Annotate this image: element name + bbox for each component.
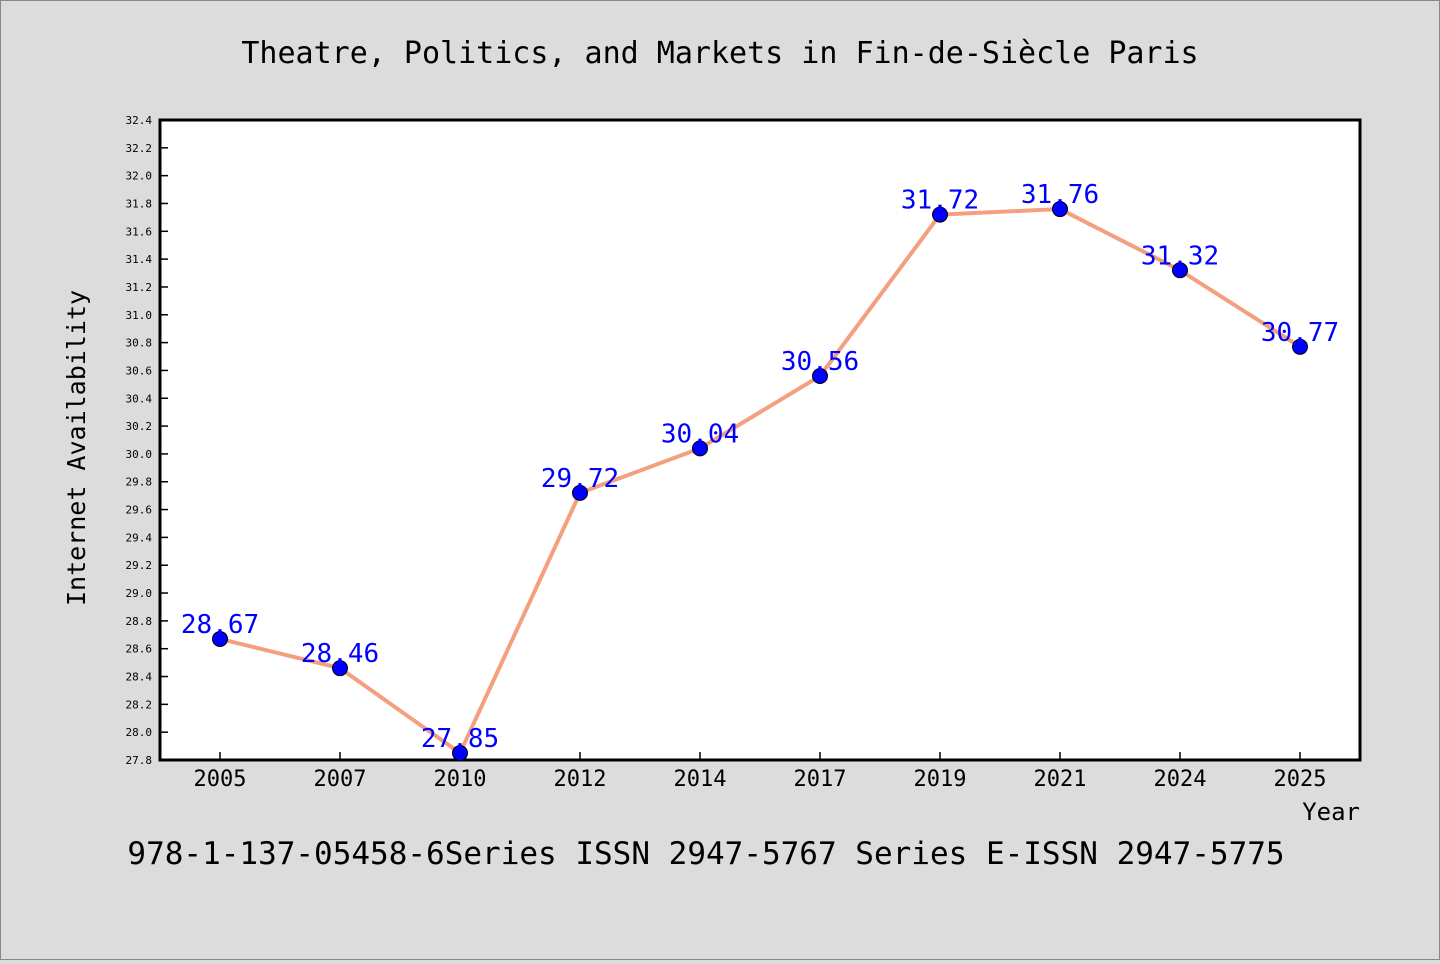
y-tick-label: 28.6 [126,643,153,656]
footer-text: 978-1-137-05458-6Series ISSN 2947-5767 S… [127,836,1284,872]
y-axis: 27.8 28.0 28.2 28.4 28.6 28.8 29.0 29.2 29.4 29.6… [126,114,168,767]
data-label: 30.04 [661,419,739,449]
data-point [1292,338,1308,355]
y-tick-label: 29.0 [126,587,153,600]
data-label: 31.76 [1021,180,1099,210]
y-tick-label: 30.2 [126,420,153,433]
data-point [572,484,588,501]
y-tick-label: 32.2 [126,142,153,155]
data-label: 28.67 [181,610,259,640]
y-tick-label: 30.6 [126,364,153,377]
data-point [452,745,468,762]
data-point [1052,201,1068,218]
x-tick-label: 2024 [1154,767,1207,792]
x-tick-label: 2007 [314,767,367,792]
y-tick-label: 29.8 [126,476,153,489]
data-label: 27.85 [421,724,499,754]
y-tick-label: 29.4 [126,531,153,544]
y-tick-label: 30.0 [126,448,153,461]
data-point [1172,262,1188,279]
y-tick-label: 31.6 [126,225,153,238]
data-point [212,630,228,647]
y-tick-label: 30.8 [126,337,153,350]
x-tick-label: 2019 [914,767,967,792]
x-tick-label: 2010 [434,767,487,792]
y-tick-label: 31.4 [126,253,153,266]
y-axis-label: Internet Availability [62,290,91,606]
y-tick-label: 30.4 [126,392,153,405]
data-point [932,206,948,223]
chart-title: Theatre, Politics, and Markets in Fin-de… [241,36,1198,71]
data-point [332,660,348,677]
series-line [219,207,1302,756]
data-label: 28.46 [301,639,379,669]
data-label: 29.72 [541,464,619,494]
y-tick-label: 28.4 [126,671,153,684]
data-point [812,368,828,384]
y-tick-label: 27.8 [126,754,153,767]
x-tick-label: 2005 [194,767,247,792]
y-tick-label: 32.0 [126,170,153,183]
x-tick-label: 2014 [674,767,727,792]
y-tick-label: 31.2 [126,281,153,294]
y-tick-label: 29.6 [126,504,153,517]
plot-area [158,118,1362,762]
y-tick-label: 28.8 [126,615,153,628]
x-tick-label: 2017 [794,767,847,792]
x-tick-label: 2012 [554,767,607,792]
y-tick-label: 32.4 [126,114,153,127]
x-tick-label: 2021 [1034,767,1087,792]
data-label: 30.77 [1261,318,1339,348]
data-label: 31.32 [1141,241,1219,271]
x-tick-label: 2025 [1274,767,1327,792]
y-tick-label: 28.2 [126,698,153,711]
y-tick-label: 31.8 [126,197,153,210]
data-point [692,440,708,457]
data-label: 30.56 [781,347,859,377]
y-tick-label: 29.2 [126,559,153,572]
series-1: 28.67 28.46 27.85 29.72 30.04 30.56 31.72 31.76… [181,180,1339,762]
y-tick-label: 31.0 [126,309,153,322]
x-axis: 2005 2007 2010 2012 2014 2017 2019 2021 2024 2025 [194,752,1327,792]
data-label: 31.72 [901,186,979,216]
x-axis-label: Year [1302,798,1360,826]
y-tick-label: 28.0 [126,726,153,739]
